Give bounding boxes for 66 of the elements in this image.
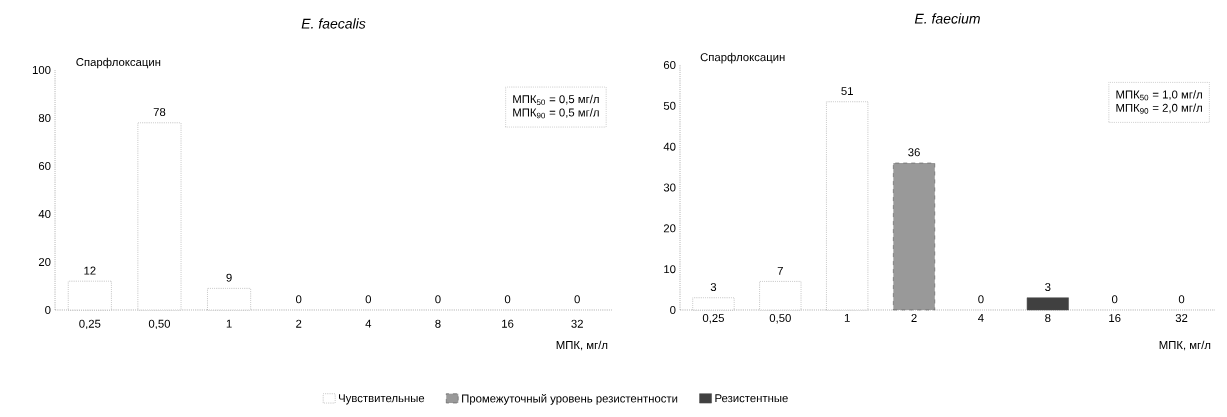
y-tick-label: 0 [670,305,676,314]
x-tick-label: 0,50 [148,319,171,330]
x-tick-label: 32 [1175,314,1188,323]
y-tick-label: 30 [663,183,676,192]
bar [1026,297,1069,311]
y-tick-label: 10 [664,265,676,274]
bar [826,101,869,311]
annotation: МПК$_{90}$ = 2,0 мг/л [1116,103,1202,114]
data-label: 3 [1045,283,1051,292]
bar [692,297,735,311]
x-axis-title: МПК, мг/л [1159,340,1211,351]
y-tick-label: 80 [38,113,51,122]
x-tick-label: 1 [844,314,850,322]
data-label: 3 [710,283,717,292]
x-tick-label: 16 [1109,314,1121,323]
data-label: 0 [504,295,511,304]
legend-label: Резистентные [715,394,788,403]
data-label: 9 [226,273,232,282]
y-tick-label: 40 [38,209,51,218]
annotation: МПК$_{50}$ = 1,0 мг/л [1116,90,1202,101]
x-tick-label: 8 [435,319,441,328]
chart-title: E. faecium [914,13,980,24]
x-tick-label: 0,25 [702,314,724,324]
x-axis-title: МПК, мг/л [556,340,608,351]
bar [67,280,112,311]
data-label: 0 [574,295,580,304]
chart-title: E. faecalis [301,18,366,29]
y-tick-label: 20 [663,224,676,233]
x-tick-label: 32 [571,319,583,328]
bar [207,288,251,311]
legend-label: Промежуточный уровень резистентности [462,393,678,405]
x-tick-label: 4 [978,314,984,322]
chart-subtitle: Спарфлоксацин [700,52,785,64]
data-label: 0 [978,295,984,304]
annotation: МПК$_{90}$ = 0,5 мг/л [513,108,599,119]
bar [759,281,802,311]
data-label: 78 [153,108,166,117]
y-tick-label: 40 [663,142,676,151]
y-tick-label: 0 [45,305,51,314]
data-label: 36 [908,148,920,157]
chart-subtitle: Спарфлоксацин [76,57,161,69]
x-tick-label: 16 [502,319,514,328]
annotation: МПК$_{50}$ = 0,5 мг/л [513,94,599,106]
data-label: 51 [841,87,853,96]
y-tick-label: 60 [663,60,676,69]
data-label: 12 [84,266,96,275]
x-tick-label: 2 [296,319,302,328]
x-tick-label: 4 [365,319,372,328]
x-tick-label: 1 [226,319,232,328]
y-tick-label: 20 [38,257,51,266]
y-tick-label: 50 [663,101,676,110]
x-tick-label: 0,50 [769,314,791,324]
data-label: 0 [295,295,302,304]
data-label: 0 [365,295,372,304]
y-tick-label: 100 [32,65,51,74]
x-tick-label: 8 [1045,314,1051,323]
bar [137,122,182,311]
y-tick-label: 60 [38,161,51,170]
data-label: 0 [1178,295,1185,304]
data-label: 7 [777,266,783,275]
legend-label: Чувствительные [339,394,425,405]
x-tick-label: 2 [911,314,917,322]
data-label: 0 [435,295,441,304]
data-label: 0 [1111,295,1118,304]
bar [893,162,936,311]
x-tick-label: 0,25 [79,319,101,330]
